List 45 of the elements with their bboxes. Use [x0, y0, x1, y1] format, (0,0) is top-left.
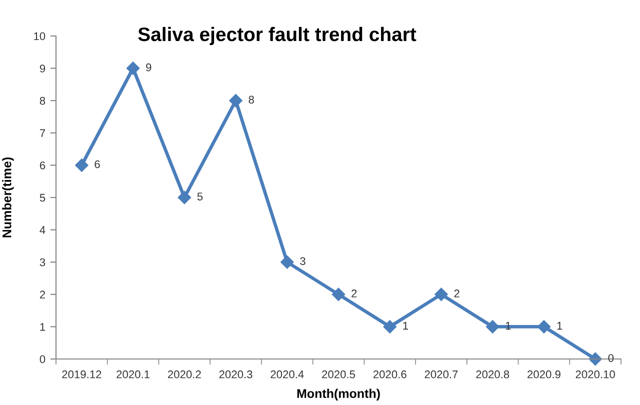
y-tick-label: 10 — [34, 32, 46, 40]
point — [537, 320, 551, 334]
data-label: 2 — [352, 290, 357, 298]
y-tick-label: 2 — [40, 290, 46, 298]
data-label: 1 — [557, 322, 562, 330]
y-tick-label: 6 — [40, 161, 46, 170]
y-tick-label: 8 — [40, 96, 46, 105]
data-label: 1 — [403, 322, 408, 330]
x-tick-label: 2020.5 — [322, 370, 356, 378]
x-tick-label: 2020.10 — [576, 370, 615, 378]
point — [280, 256, 294, 269]
point — [229, 94, 242, 108]
data-label: 2 — [454, 290, 460, 298]
data-label: 3 — [300, 257, 306, 266]
y-axis-title: Number(time) — [2, 157, 14, 238]
point — [588, 352, 602, 366]
point — [383, 320, 396, 334]
point — [332, 288, 346, 301]
point — [434, 288, 448, 301]
chart-title: Saliva ejector fault trend chart — [138, 26, 416, 46]
y-tick-label: 7 — [40, 129, 46, 137]
data-label: 9 — [146, 63, 152, 72]
y-tick-label: 1 — [40, 323, 46, 331]
point — [126, 62, 140, 75]
point — [75, 158, 88, 172]
x-tick-label: 2020.7 — [424, 370, 458, 378]
x-tick-label: 2020.9 — [528, 370, 560, 378]
x-tick-label: 2020.8 — [476, 370, 510, 378]
y-tick-label: 5 — [40, 194, 46, 202]
y-tick-label: 3 — [40, 258, 46, 266]
y-tick-label: 0 — [40, 355, 46, 364]
x-tick-label: 2019.12 — [62, 370, 102, 378]
point — [486, 320, 500, 334]
y-tick-label: 9 — [40, 64, 46, 72]
x-tick-label: 2020.4 — [270, 370, 304, 378]
data-label: 8 — [248, 96, 254, 104]
x-tick-label: 2020.2 — [168, 370, 201, 378]
x-axis-title: Month(month) — [297, 388, 380, 400]
x-tick-label: 2020.1 — [116, 370, 150, 378]
data-label: 5 — [197, 192, 203, 200]
data-label: 6 — [94, 160, 100, 168]
point — [178, 190, 191, 204]
x-tick-label: 2020.3 — [219, 370, 252, 378]
x-tick-label: 2020.6 — [373, 370, 406, 378]
y-tick-label: 4 — [40, 226, 46, 234]
